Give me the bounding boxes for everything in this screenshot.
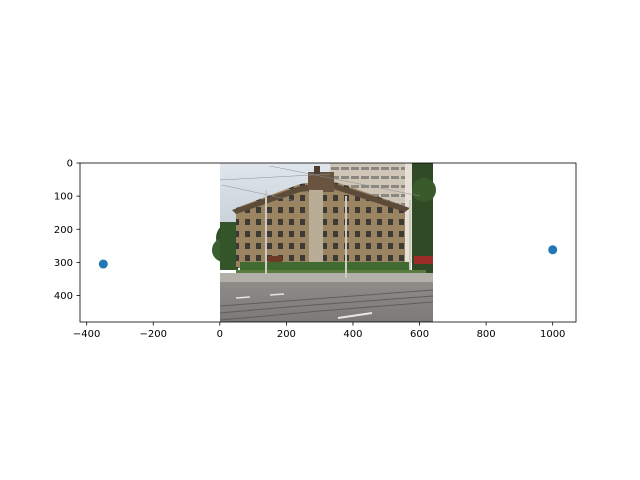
x-tick-label: 600 [410, 329, 429, 340]
y-tick-label: 400 [54, 291, 73, 302]
x-tick-label: −200 [140, 329, 167, 340]
background-photo [212, 163, 436, 322]
x-tick-label: 200 [277, 329, 296, 340]
x-tick-label: 800 [477, 329, 496, 340]
x-tick-label: 1000 [540, 329, 565, 340]
x-tick-label: −400 [73, 329, 100, 340]
y-tick-label: 0 [67, 159, 73, 170]
y-tick-label: 300 [54, 258, 73, 269]
x-axis: −400 −200 0 200 400 600 800 1000 [73, 322, 565, 340]
axes-frame [79, 162, 577, 323]
scatter-point [98, 259, 108, 269]
scatter-series [98, 245, 558, 269]
y-tick-label: 200 [54, 225, 73, 236]
x-tick-label: 0 [217, 329, 223, 340]
scatter-point [548, 245, 558, 255]
x-tick-label: 400 [343, 329, 362, 340]
y-axis: 0 100 200 300 400 [54, 159, 80, 302]
y-tick-label: 100 [54, 192, 73, 203]
